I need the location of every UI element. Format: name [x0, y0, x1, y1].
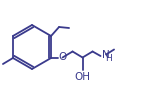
Text: H: H: [106, 54, 112, 63]
Text: O: O: [59, 52, 67, 62]
Text: OH: OH: [75, 71, 91, 81]
Text: N: N: [102, 51, 109, 61]
